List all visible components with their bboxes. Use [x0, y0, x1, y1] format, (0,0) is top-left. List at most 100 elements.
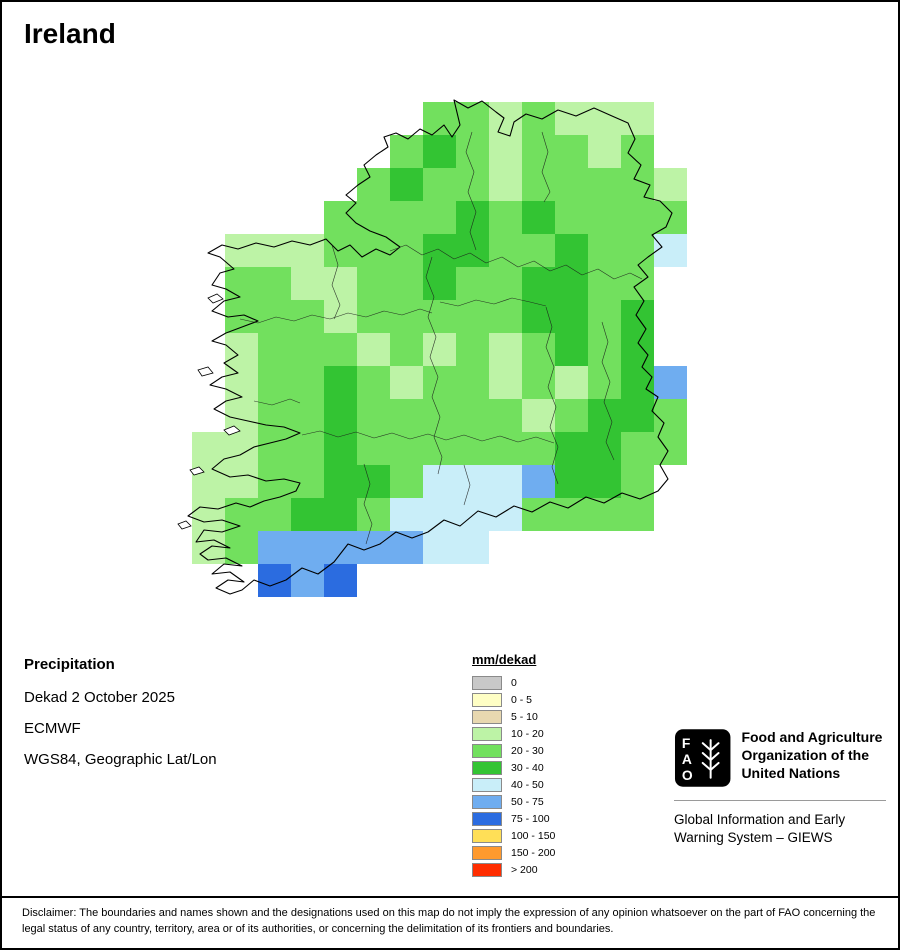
- precipitation-cell: [324, 432, 357, 465]
- precipitation-cell: [621, 399, 654, 432]
- precipitation-cell: [456, 168, 489, 201]
- precipitation-cell: [258, 531, 291, 564]
- county-boundary-line: [463, 464, 471, 506]
- precipitation-cell: [225, 399, 258, 432]
- precipitation-cell: [357, 366, 390, 399]
- precipitation-cell: [456, 531, 489, 564]
- legend-row: 75 - 100: [472, 810, 555, 827]
- coastline-path: [187, 99, 673, 595]
- precipitation-cell: [456, 399, 489, 432]
- precipitation-cell: [390, 300, 423, 333]
- precipitation-cell: [225, 465, 258, 498]
- precipitation-cell: [621, 333, 654, 366]
- precipitation-cell: [489, 300, 522, 333]
- precipitation-cell: [555, 168, 588, 201]
- precipitation-cell: [522, 300, 555, 333]
- county-boundary-line: [541, 131, 551, 203]
- legend-label: 75 - 100: [511, 812, 550, 825]
- precipitation-cell: [621, 234, 654, 267]
- precipitation-cell: [357, 333, 390, 366]
- precipitation-cell: [555, 267, 588, 300]
- precipitation-cell: [291, 333, 324, 366]
- precipitation-cell: [621, 135, 654, 168]
- precipitation-cell: [291, 366, 324, 399]
- precipitation-cell: [654, 366, 687, 399]
- precipitation-cell: [291, 267, 324, 300]
- precipitation-cell: [324, 300, 357, 333]
- precipitation-cell: [324, 399, 357, 432]
- legend-label: 5 - 10: [511, 710, 538, 723]
- legend-row: 40 - 50: [472, 776, 555, 793]
- precipitation-cell: [291, 498, 324, 531]
- precipitation-cell: [489, 366, 522, 399]
- legend-row: 0 - 5: [472, 691, 555, 708]
- precipitation-cell: [357, 498, 390, 531]
- island-outline: [207, 293, 224, 304]
- precipitation-cell: [324, 267, 357, 300]
- fao-block: F A O Food and Agriculture Organization …: [674, 728, 886, 847]
- precipitation-cell: [621, 432, 654, 465]
- precipitation-cell: [555, 498, 588, 531]
- county-boundary-line: [363, 463, 373, 545]
- precipitation-cell: [522, 366, 555, 399]
- precipitation-cell: [423, 234, 456, 267]
- precipitation-cell: [522, 399, 555, 432]
- precipitation-cell: [489, 432, 522, 465]
- precipitation-cell: [225, 498, 258, 531]
- precipitation-cell: [489, 168, 522, 201]
- precipitation-cell: [456, 135, 489, 168]
- precipitation-cell: [258, 234, 291, 267]
- precipitation-cell: [588, 432, 621, 465]
- legend-swatch: [472, 794, 502, 809]
- precipitation-cell: [291, 531, 324, 564]
- precipitation-cells-layer: [192, 102, 687, 597]
- legend-row: 30 - 40: [472, 759, 555, 776]
- precipitation-cell: [324, 564, 357, 597]
- precipitation-cell: [588, 399, 621, 432]
- island-outline: [197, 366, 214, 377]
- legend-rows: 0 0 - 5 5 - 10 10 - 20 20 - 30 30 - 40 40 - 50…: [472, 674, 555, 878]
- precipitation-cell: [522, 267, 555, 300]
- precipitation-cell: [522, 168, 555, 201]
- precipitation-cell: [324, 498, 357, 531]
- county-boundaries-layer: [239, 131, 643, 545]
- county-boundary-line: [545, 306, 559, 485]
- precipitation-cell: [423, 399, 456, 432]
- precipitation-cell: [192, 531, 225, 564]
- precipitation-cell: [489, 399, 522, 432]
- precipitation-cell: [225, 531, 258, 564]
- legend-swatch: [472, 777, 502, 792]
- precipitation-cell: [258, 366, 291, 399]
- precipitation-cell: [621, 300, 654, 333]
- page-title: Ireland: [24, 18, 116, 49]
- precipitation-cell: [621, 465, 654, 498]
- precipitation-cell: [357, 267, 390, 300]
- county-boundary-line: [439, 297, 547, 307]
- precipitation-cell: [522, 465, 555, 498]
- precipitation-cell: [258, 465, 291, 498]
- precipitation-cell: [621, 267, 654, 300]
- precipitation-cell: [390, 498, 423, 531]
- legend-swatch: [472, 692, 502, 707]
- island-outline: [189, 466, 205, 476]
- precipitation-cell: [258, 432, 291, 465]
- precipitation-cell: [423, 267, 456, 300]
- precipitation-cell: [456, 333, 489, 366]
- precipitation-cell: [456, 300, 489, 333]
- legend-swatch: [472, 743, 502, 758]
- precipitation-cell: [456, 498, 489, 531]
- legend-row: 5 - 10: [472, 708, 555, 725]
- precipitation-cell: [390, 432, 423, 465]
- precipitation-cell: [555, 366, 588, 399]
- precipitation-cell: [456, 234, 489, 267]
- precipitation-cell: [489, 333, 522, 366]
- precipitation-cell: [489, 267, 522, 300]
- precipitation-cell: [225, 300, 258, 333]
- precipitation-cell: [423, 432, 456, 465]
- county-boundary-line: [239, 308, 433, 324]
- precipitation-cell: [225, 234, 258, 267]
- projection-label: WGS84, Geographic Lat/Lon: [24, 751, 217, 768]
- precipitation-cell: [588, 498, 621, 531]
- islands-layer: [177, 293, 241, 530]
